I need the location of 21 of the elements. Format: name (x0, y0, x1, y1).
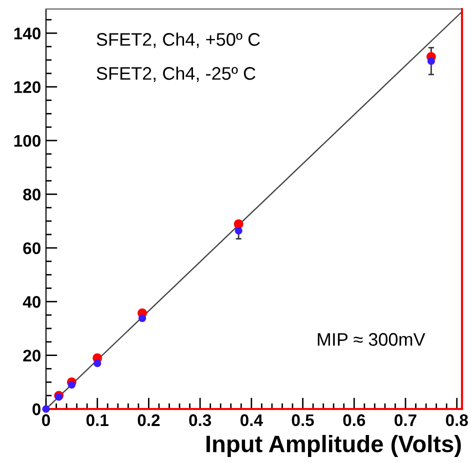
x-tick-label: 0 (42, 414, 50, 426)
x-tick-label: 0.8 (446, 414, 468, 426)
x-tick-label: 0.2 (138, 414, 160, 426)
x-tick-label: 0.5 (292, 414, 314, 426)
x-axis-title: Input Amplitude (Volts) (206, 434, 461, 457)
x-tick-label: 0.7 (394, 414, 416, 426)
annotation: SFET2, Ch4, -25º C (96, 66, 256, 82)
x-tick-label: 0.1 (86, 414, 108, 426)
y-tick-label: 20 (23, 350, 40, 362)
y-tick-label: 100 (14, 134, 40, 147)
x-tick-label: 0.4 (240, 414, 263, 426)
y-tick-label: 140 (14, 28, 40, 40)
annotation: SFET2, Ch4, +50º C (96, 32, 260, 48)
y-tick-label: 120 (14, 81, 40, 94)
y-tick-label: 40 (22, 296, 40, 308)
annotation: MIP ≈ 300mV (318, 333, 426, 346)
y-tick-label: 0 (32, 403, 40, 416)
y-tick-label: 60 (23, 242, 40, 254)
x-tick-label: 0.6 (343, 414, 366, 426)
y-tick-label: 80 (23, 188, 40, 200)
x-tick-label: 0.3 (189, 414, 212, 426)
